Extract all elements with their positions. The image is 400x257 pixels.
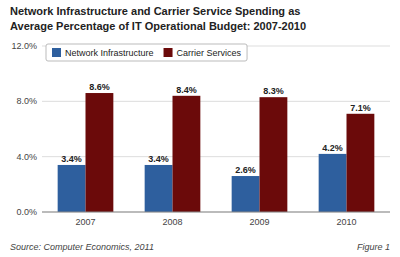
data-label: 8.6% <box>89 82 110 92</box>
x-tick-label: 2010 <box>336 217 356 227</box>
legend-label: Network Infrastructure <box>65 48 154 58</box>
y-tick-label: 8.0% <box>16 96 37 106</box>
x-tick-label: 2009 <box>249 217 269 227</box>
data-label: 8.3% <box>263 86 284 96</box>
data-label: 2.6% <box>235 165 256 175</box>
bar <box>260 97 288 212</box>
bar <box>86 93 114 212</box>
annotation: Figure 1 <box>357 242 390 252</box>
data-label: 3.4% <box>148 154 169 164</box>
data-label: 4.2% <box>322 143 343 153</box>
bar <box>58 165 86 212</box>
grid <box>42 46 390 212</box>
title: Network Infrastructure and Carrier Servi… <box>10 5 300 17</box>
grid-line <box>42 212 390 213</box>
data-label: 8.4% <box>176 85 197 95</box>
y-tick-label: 0.0% <box>16 207 37 217</box>
bar <box>145 165 173 212</box>
annotation: Source: Computer Economics, 2011 <box>10 242 154 252</box>
bar <box>232 176 260 212</box>
legend-label: Carrier Services <box>177 48 242 58</box>
bar <box>319 154 347 212</box>
subtitle: Average Percentage of IT Operational Bud… <box>10 20 306 32</box>
legend-box <box>46 44 247 61</box>
chart: Network Infrastructure and Carrier Servi… <box>0 0 400 257</box>
bars <box>58 93 375 212</box>
background <box>0 0 400 257</box>
y-tick-label: 12.0% <box>11 41 37 51</box>
data-labels: 3.4% 3.4% 2.6% 4.2% 8.6% 8.4% 8.3% 7.1% <box>61 82 370 175</box>
bar <box>173 96 201 212</box>
x-tick-label: 2008 <box>162 217 182 227</box>
data-label: 3.4% <box>61 154 82 164</box>
legend-swatch <box>164 48 173 57</box>
data-label: 7.1% <box>350 103 371 113</box>
x-axis-line <box>42 212 390 213</box>
legend-swatch <box>52 48 61 57</box>
y-tick-label: 4.0% <box>16 152 37 162</box>
legend: Network Infrastructure Carrier Services <box>46 44 247 61</box>
bar <box>347 114 375 212</box>
x-tick-label: 2007 <box>75 217 95 227</box>
